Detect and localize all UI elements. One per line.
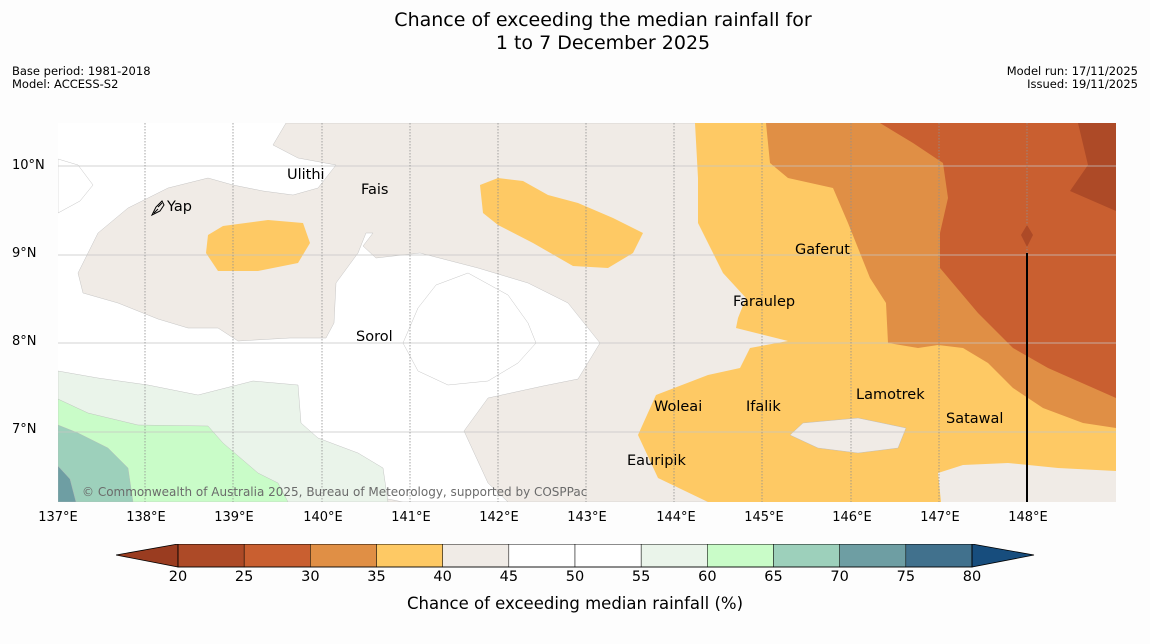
colorbar-tick-label: 55 (631, 569, 651, 585)
lat-tick-9n: 9°N (12, 246, 37, 261)
colorbar-tick-label: 35 (367, 569, 386, 585)
lon-tick-148e: 148°E (1008, 510, 1048, 525)
map-svg (58, 123, 1116, 502)
contour-20-25-region (1070, 123, 1116, 211)
yap-island-shape (150, 200, 165, 217)
model-run-text: Model run: 17/11/2025 (1006, 64, 1138, 78)
colorbar-segment (640, 543, 708, 568)
contour-45-50-pocket (402, 272, 537, 386)
place-lamotrek: Lamotrek (856, 387, 925, 403)
colorbar-segment (508, 543, 576, 568)
place-woleai: Woleai (654, 399, 703, 415)
colorbar-tick-label: 65 (764, 569, 783, 585)
colorbar-tick-label: 40 (433, 569, 452, 585)
colorbar-segment (905, 543, 973, 568)
colorbar-label: Chance of exceeding median rainfall (%) (406, 594, 744, 613)
contour-40-45-island (789, 417, 907, 454)
copyright-notice: © Commonwealth of Australia 2025, Bureau… (82, 485, 588, 499)
lon-tick-147e: 147°E (920, 510, 960, 525)
colorbar-segment (310, 543, 377, 568)
place-fais: Fais (361, 182, 389, 198)
colorbar-tick-label: 80 (962, 569, 982, 585)
lon-tick-143e: 143°E (567, 510, 607, 525)
meta-right: Model run: 17/11/2025 Issued: 19/11/2025 (1007, 65, 1138, 91)
colorbar-tick-label: 75 (896, 569, 916, 585)
lon-tick-145e: 145°E (744, 510, 784, 525)
colorbar-tick-label: 70 (830, 569, 849, 585)
colorbar-segment (574, 543, 642, 568)
colorbar-segment (773, 543, 840, 568)
contour-35-40-yap-patch (206, 220, 310, 271)
colorbar-segment (707, 543, 774, 568)
graticule (58, 123, 1116, 502)
issued-text: Issued: 19/11/2025 (1027, 77, 1138, 91)
model-text: Model: ACCESS-S2 (12, 77, 119, 91)
place-faraulep: Faraulep (733, 294, 796, 310)
contour-65-70-region (58, 424, 134, 502)
marker-diamond-icon (1021, 225, 1033, 247)
colorbar-segments (177, 543, 973, 568)
colorbar-svg (115, 543, 1035, 568)
place-yap: Yap (167, 199, 192, 215)
colorbar-segment (376, 543, 443, 568)
colorbar (115, 543, 1036, 574)
place-ulithi: Ulithi (287, 167, 325, 183)
place-ifalik: Ifalik (746, 399, 781, 415)
lon-tick-138e: 138°E (126, 510, 166, 525)
colorbar-segment (177, 543, 245, 568)
colorbar-tick-label: 50 (565, 569, 585, 585)
colorbar-segment (839, 543, 907, 568)
colorbar-under-arrow (115, 543, 179, 568)
contour-white-patch-yap (58, 158, 94, 214)
place-eauripik: Eauripik (627, 453, 686, 469)
colorbar-segment (243, 543, 311, 568)
lon-tick-139e: 139°E (214, 510, 254, 525)
meta-left: Base period: 1981-2018 Model: ACCESS-S2 (12, 65, 151, 91)
colorbar-tick-label: 30 (301, 569, 320, 585)
lat-tick-10n: 10°N (12, 158, 45, 173)
colorbar-segment (442, 543, 510, 568)
lat-tick-7n: 7°N (12, 422, 37, 437)
colorbar-tick-label: 45 (499, 569, 519, 585)
place-satawal: Satawal (946, 411, 1004, 427)
contour-70-75-region (58, 465, 77, 502)
place-gaferut: Gaferut (795, 242, 850, 258)
colorbar-tick-label: 60 (698, 569, 717, 585)
lon-tick-141e: 141°E (391, 510, 431, 525)
title-line-1: Chance of exceeding the median rainfall … (394, 9, 812, 31)
contour-35-40-central-patch (480, 178, 643, 268)
map-frame (58, 123, 1116, 502)
lat-tick-8n: 8°N (12, 334, 37, 349)
lon-tick-137e: 137°E (38, 510, 78, 525)
title-line-2: 1 to 7 December 2025 (495, 32, 711, 54)
contour-25-30-region (880, 123, 1116, 398)
colorbar-outline (177, 543, 973, 568)
chart-title: Chance of exceeding the median rainfall … (0, 9, 1150, 55)
place-sorol: Sorol (356, 329, 393, 345)
colorbar-tick-label: 20 (168, 569, 188, 585)
colorbar-tick-label: 25 (234, 569, 254, 585)
colorbar-over-arrow (971, 543, 1035, 568)
lon-tick-146e: 146°E (832, 510, 872, 525)
lon-tick-140e: 140°E (303, 510, 343, 525)
lon-tick-144e: 144°E (656, 510, 696, 525)
base-period-text: Base period: 1981-2018 (12, 64, 151, 78)
lon-tick-142e: 142°E (479, 510, 519, 525)
